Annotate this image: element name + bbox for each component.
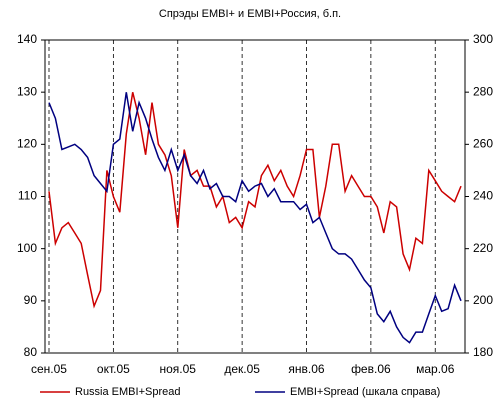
chart-title: Спрэды EMBI+ и EMBI+Россия, б.п. bbox=[159, 8, 341, 20]
y-tick-label: 110 bbox=[18, 189, 37, 203]
x-tick-label: сен.05 bbox=[31, 362, 67, 376]
x-tick-label: мар.06 bbox=[416, 362, 455, 376]
y2-tick-label: 220 bbox=[473, 241, 493, 255]
x-tick-label: ноя.05 bbox=[160, 362, 197, 376]
y-tick-label: 90 bbox=[24, 293, 38, 307]
series-line bbox=[48, 92, 462, 344]
y2-tick-label: 180 bbox=[473, 345, 493, 359]
series-line bbox=[48, 92, 462, 309]
x-tick-label: янв.06 bbox=[288, 362, 325, 376]
legend-label: EMBI+Spread (шкала справа) bbox=[290, 386, 440, 398]
y2-tick-label: 260 bbox=[473, 137, 493, 151]
y2-tick-label: 200 bbox=[473, 293, 493, 307]
x-tick-label: окт.05 bbox=[97, 362, 130, 376]
y2-tick-label: 300 bbox=[473, 32, 493, 46]
plot-frame bbox=[44, 39, 466, 354]
y-tick-label: 140 bbox=[17, 32, 37, 46]
y-tick-label: 100 bbox=[17, 241, 37, 255]
x-tick-label: фев.06 bbox=[351, 362, 391, 376]
y-tick-label: 130 bbox=[17, 84, 37, 98]
x-tick-label: дек.05 bbox=[224, 362, 260, 376]
y-tick-label: 80 bbox=[24, 345, 38, 359]
y-tick-label: 120 bbox=[17, 137, 37, 151]
legend-label: Russia EMBI+Spread bbox=[75, 386, 180, 398]
y2-tick-label: 240 bbox=[473, 189, 493, 203]
y2-tick-label: 280 bbox=[473, 84, 493, 98]
